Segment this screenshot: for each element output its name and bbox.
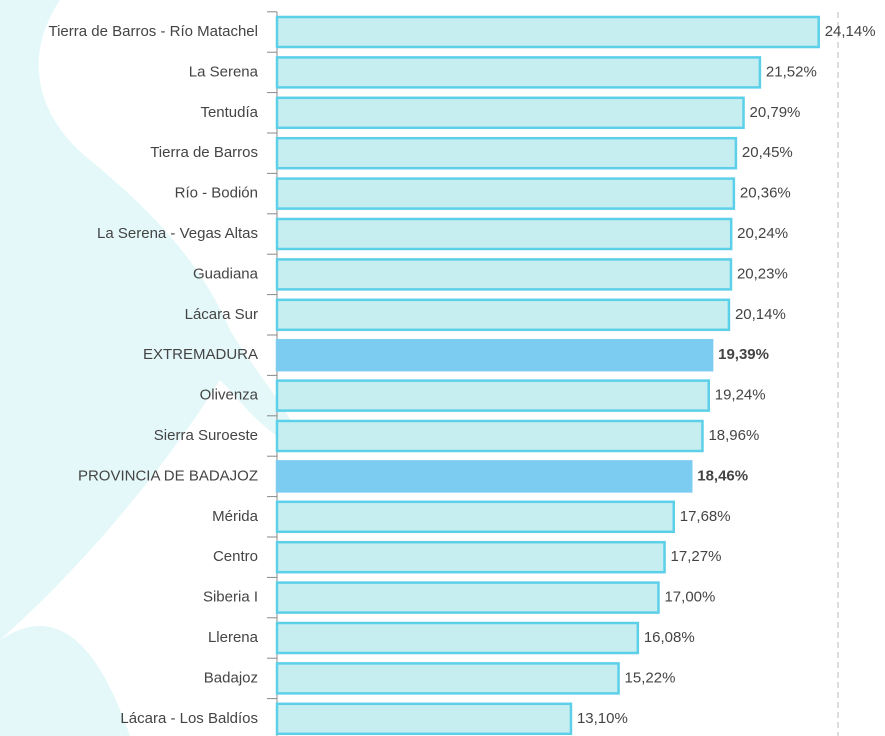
y-tick-label: EXTREMADURA — [143, 346, 258, 363]
value-label: 20,45% — [742, 144, 793, 161]
y-tick-label: Tentudía — [200, 104, 258, 121]
bar — [277, 57, 760, 87]
bar — [277, 704, 571, 734]
y-tick-label: Lácara - Los Baldíos — [120, 710, 258, 727]
value-label: 20,24% — [737, 225, 788, 242]
value-label: 20,79% — [750, 104, 801, 121]
y-tick-label: Siberia I — [203, 589, 258, 606]
value-label: 20,36% — [740, 185, 791, 202]
bar — [277, 98, 744, 128]
value-label: 18,46% — [697, 467, 748, 484]
value-label: 18,96% — [708, 427, 759, 444]
bar — [277, 381, 709, 411]
value-label: 20,14% — [735, 306, 786, 323]
y-tick-label: Río - Bodión — [175, 185, 258, 202]
bar — [277, 219, 731, 249]
y-tick-label: Centro — [213, 548, 258, 565]
background-shape — [0, 626, 130, 736]
bar — [277, 421, 702, 451]
y-tick-label: Lácara Sur — [185, 306, 258, 323]
y-tick-label: Tierra de Barros - Río Matachel — [48, 23, 258, 40]
bar — [277, 542, 665, 572]
bar — [277, 259, 731, 289]
y-tick-label: La Serena — [189, 63, 259, 80]
bar — [277, 138, 736, 168]
bar — [277, 623, 638, 653]
y-tick-label: La Serena - Vegas Altas — [97, 225, 258, 242]
bar — [277, 461, 691, 491]
y-tick-label: Badajoz — [204, 669, 258, 686]
value-label: 13,10% — [577, 710, 628, 727]
bar — [277, 340, 712, 370]
y-tick-label: Llerena — [208, 629, 259, 646]
y-tick-label: PROVINCIA DE BADAJOZ — [78, 467, 258, 484]
bar — [277, 583, 658, 613]
bar — [277, 300, 729, 330]
bar — [277, 179, 734, 209]
y-tick-label: Olivenza — [200, 387, 259, 404]
value-label: 15,22% — [625, 669, 676, 686]
value-label: 17,68% — [680, 508, 731, 525]
value-label: 19,39% — [718, 346, 769, 363]
value-label: 24,14% — [825, 23, 876, 40]
value-label: 21,52% — [766, 63, 817, 80]
y-tick-label: Mérida — [212, 508, 259, 525]
bar — [277, 663, 619, 693]
value-label: 20,23% — [737, 265, 788, 282]
value-label: 16,08% — [644, 629, 695, 646]
y-tick-label: Tierra de Barros — [150, 144, 258, 161]
chart: Tierra de Barros - Río Matachel 24,14% La … — [0, 0, 885, 736]
y-tick-label: Sierra Suroeste — [154, 427, 258, 444]
value-label: 19,24% — [715, 387, 766, 404]
value-label: 17,27% — [671, 548, 722, 565]
y-tick-label: Guadiana — [193, 265, 259, 282]
value-label: 17,00% — [664, 589, 715, 606]
bar — [277, 17, 819, 47]
bar — [277, 502, 674, 532]
